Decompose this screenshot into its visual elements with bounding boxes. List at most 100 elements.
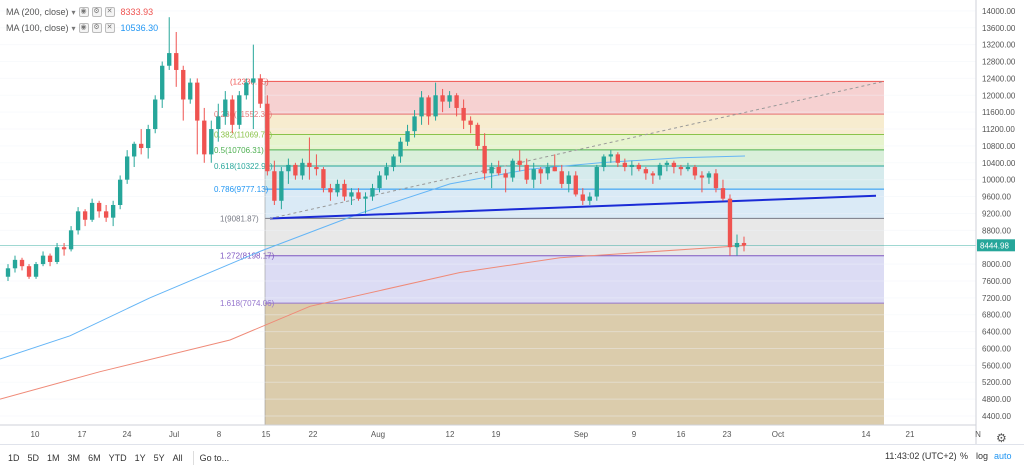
fib-zone [265, 149, 884, 167]
candle-body [573, 175, 578, 195]
legend-ma200-value: 8333.93 [120, 7, 154, 17]
candle-body [370, 188, 375, 197]
candle-body [384, 167, 389, 176]
fib-level-label: 0.382(11069.71) [214, 131, 272, 140]
range-1m-button[interactable]: 1M [47, 452, 60, 463]
candles [5, 17, 747, 281]
price-tick-label: 12400.00 [982, 74, 1016, 83]
range-6m-button[interactable]: 6M [88, 452, 101, 463]
candle-body [82, 211, 88, 220]
candle-body [531, 169, 536, 180]
price-tick-label: 4400.00 [982, 412, 1011, 421]
candle-body [741, 242, 747, 246]
time-tick-label: 8 [217, 430, 222, 439]
time-tick-label: Jul [169, 430, 179, 439]
go-to-button[interactable]: Go to... [199, 452, 230, 463]
candle-body [160, 65, 165, 100]
candle-body [40, 255, 46, 265]
price-tick-label: 10000.00 [982, 176, 1016, 185]
candle-body [727, 198, 733, 248]
legend-ma100-eye-icon[interactable]: ◉ [78, 23, 89, 33]
candle-body [664, 162, 670, 165]
auto-scale-toggle[interactable]: auto [994, 451, 1012, 461]
candle-body [26, 266, 32, 277]
price-chart[interactable]: (12330.75) 0.236(11552.32) 0.382(11069.71)… [0, 0, 1024, 444]
candle-body [244, 82, 249, 96]
range-1d-button[interactable]: 1D [8, 452, 20, 463]
percent-scale-toggle[interactable]: % [960, 451, 969, 461]
fib-level-label: 0.786(9777.13) [214, 185, 269, 194]
time-tick-label: Oct [772, 430, 785, 439]
price-tick-label: 4800.00 [982, 395, 1011, 404]
candle-body [566, 175, 571, 184]
candle-body [47, 255, 53, 262]
price-tick-label: 14000.00 [982, 7, 1016, 16]
candle-body [475, 124, 480, 146]
candle-body [587, 196, 592, 201]
candle-body [713, 173, 719, 189]
candle-body [110, 205, 116, 218]
price-tick-label: 13600.00 [982, 24, 1016, 33]
range-5y-button[interactable]: 5Y [153, 452, 165, 463]
time-tick-label: 10 [31, 430, 40, 439]
fib-zone [265, 303, 884, 425]
legend-ma100-value: 10536.30 [120, 23, 159, 33]
candle-body [629, 164, 635, 168]
range-all-button[interactable]: All [172, 452, 183, 463]
candle-body [580, 194, 585, 201]
price-tick-label: 10400.00 [982, 159, 1016, 168]
price-tick-label: 12000.00 [982, 91, 1016, 100]
price-tick-label: 9200.00 [982, 209, 1011, 218]
candle-body [279, 171, 284, 201]
candle-body [328, 188, 333, 193]
candle-body [706, 173, 712, 178]
candle-body [265, 103, 270, 172]
legend-ma100-caret-icon[interactable]: ▾ [71, 23, 76, 33]
candle-body [12, 259, 18, 269]
candle-body [251, 78, 256, 83]
legend-ma200-settings-icon[interactable]: ⚙ [91, 7, 102, 17]
legend-ma200-name: MA (200, close) [6, 7, 69, 17]
legend-ma200-eye-icon[interactable]: ◉ [78, 7, 89, 17]
fibonacci-extension: (12330.75) 0.236(11552.32) 0.382(11069.71)… [214, 77, 884, 425]
candle-body [153, 99, 158, 130]
range-5d-button[interactable]: 5D [27, 452, 40, 463]
log-scale-toggle[interactable]: log [976, 451, 989, 461]
legend-ma100-settings-icon[interactable]: ⚙ [91, 23, 102, 33]
range-3m-button[interactable]: 3M [67, 452, 81, 463]
candle-body [426, 97, 431, 117]
candle-body [510, 160, 515, 178]
candle-body [117, 179, 123, 205]
chart-settings-icon[interactable]: ⚙ [996, 431, 1007, 445]
candle-body [650, 173, 656, 176]
candle-body [461, 107, 466, 121]
price-axis: 4400.00 4800.00 5200.00 5600.00 6000.00 6400.… [975, 0, 1016, 444]
candle-body [356, 192, 361, 199]
range-1y-button[interactable]: 1Y [134, 452, 146, 463]
candle-body [54, 247, 60, 262]
legend-ma200-close-icon[interactable]: ✕ [104, 7, 115, 17]
legend-ma200-caret-icon[interactable]: ▾ [71, 7, 76, 17]
candle-body [398, 141, 403, 157]
candle-body [272, 171, 277, 201]
time-tick-label: 19 [492, 430, 501, 439]
range-ytd-button[interactable]: YTD [108, 452, 127, 463]
price-tick-label: 7200.00 [982, 294, 1011, 303]
candle-body [286, 164, 291, 172]
fib-zone [265, 114, 884, 135]
grid [0, 10, 976, 417]
fib-level-label: 0.618(10322.92) [214, 162, 273, 171]
clock-timezone[interactable]: 11:43:02 (UTC+2) [885, 451, 957, 461]
legend-ma100-name: MA (100, close) [6, 23, 69, 33]
candle-body [433, 95, 438, 117]
legend-ma100-close-icon[interactable]: ✕ [104, 23, 115, 33]
candle-body [75, 211, 81, 231]
candle-body [482, 145, 487, 174]
candle-body [524, 164, 529, 180]
candle-body [377, 175, 382, 189]
candle-body [636, 164, 642, 170]
candle-body [223, 99, 228, 117]
time-tick-label: 15 [262, 430, 271, 439]
candle-body [321, 169, 326, 189]
candle-body [447, 95, 452, 102]
